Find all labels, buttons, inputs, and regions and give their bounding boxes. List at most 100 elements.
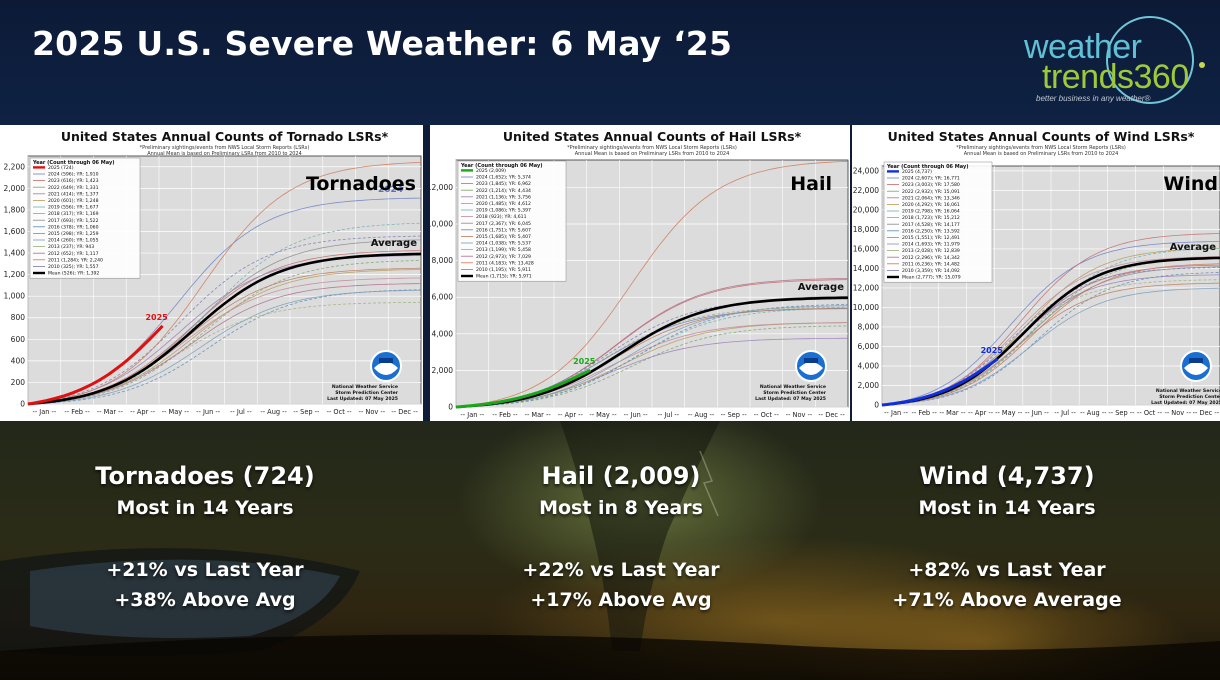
wind-legend-entry: 2017 (4,528); YR: 14,177 <box>902 222 960 228</box>
hail-legend-entry: 2020 (1,485); YR: 4,612 <box>476 201 531 207</box>
hail-legend-entry: 2024 (1,652); YR: 5,374 <box>476 175 531 181</box>
tornado-credit-line: Storm Prediction Center <box>335 390 399 396</box>
tornado-xtick-label: -- Sep -- <box>293 408 320 416</box>
tornado-credit-line: National Weather Service <box>332 384 398 390</box>
tornado-headline: Tornadoes (724) <box>95 462 315 490</box>
storm-scene-illustration <box>0 421 1220 680</box>
hail-xtick-label: -- Aug -- <box>688 411 715 419</box>
wind-legend-entry: 2013 (2,028); YR: 12,839 <box>902 248 960 254</box>
tornado-ytick-label: 2,000 <box>4 184 26 193</box>
wind-legend-entry: 2011 (6,236); YR: 14,482 <box>902 261 960 267</box>
logo-line-weather: weather <box>1024 28 1142 66</box>
wind-ytick-label: 8,000 <box>858 322 880 331</box>
hail-xtick-label: -- Jun -- <box>624 411 649 419</box>
wind-ytick-label: 20,000 <box>853 205 879 214</box>
wind-credit-line: Last Updated: 07 May 2025 <box>1151 400 1220 406</box>
tornado-xtick-label: -- Dec -- <box>391 408 418 416</box>
tornado-ytick-label: 1,800 <box>4 205 26 214</box>
wind-credit-line: Storm Prediction Center <box>1159 394 1220 400</box>
tornado-legend-title: Year (Count through 06 May) <box>32 160 115 166</box>
tornado-credit-line: Last Updated: 07 May 2025 <box>327 396 398 402</box>
tornado-legend-entry: 2017 (693); YR: 1,522 <box>48 218 99 224</box>
tornado-legend-entry: 2015 (298); YR: 1,259 <box>48 231 99 237</box>
tornado-xtick-label: -- Feb -- <box>64 408 90 416</box>
wind-legend-entry: 2016 (2,250); YR: 13,592 <box>902 228 960 234</box>
wind-legend-entry: 2025 (4,737) <box>902 169 932 175</box>
tornado-chart-title: United States Annual Counts of Tornado L… <box>61 129 389 144</box>
hail-legend-entry: 2012 (2,973); YR: 7,029 <box>476 254 531 260</box>
tornado-ytick-label: 1,200 <box>4 270 26 279</box>
hail-legend-entry: 2018 (923); YR: 4,611 <box>476 214 527 220</box>
tornado-ytick-label: 200 <box>11 378 26 387</box>
tornado-chart-subtitle-2: Annual Mean is based on Preliminary LSRs… <box>147 151 302 157</box>
hail-headline: Hail (2,009) <box>541 462 701 490</box>
wind-xtick-label: -- Nov -- <box>1164 409 1191 417</box>
hail-xtick-label: -- Jul -- <box>657 411 679 419</box>
hail-xtick-label: -- Apr -- <box>558 411 584 419</box>
hail-legend-entry: 2010 (1,195); YR: 5,911 <box>476 267 531 273</box>
hail-ytick-label: 6,000 <box>432 293 454 302</box>
hail-legend-entry: 2023 (1,845); YR: 6,962 <box>476 181 531 187</box>
tornado-legend-entry: 2025 (724) <box>48 165 74 171</box>
wind-ytick-label: 6,000 <box>858 342 880 351</box>
hail-credit-line: Storm Prediction Center <box>763 390 827 396</box>
tornado-legend-entry: 2024 (596); YR: 1,910 <box>48 172 99 178</box>
wind-chart-subtitle-2: Annual Mean is based on Preliminary LSRs… <box>964 151 1119 157</box>
wind-legend-entry: 2012 (2,296); YR: 14,342 <box>902 255 960 261</box>
hail-credit-line: National Weather Service <box>760 384 826 390</box>
wind-xtick-label: -- Apr -- <box>968 409 994 417</box>
tornado-ytick-label: 400 <box>11 356 26 365</box>
hail-vs-average: +17% Above Avg <box>530 589 712 611</box>
tornado-ytick-label: 1,400 <box>4 249 26 258</box>
tornado-panel-label: Tornadoes <box>306 173 416 195</box>
wind-legend-box <box>883 161 993 283</box>
wind-chart-title: United States Annual Counts of Wind LSRs… <box>888 129 1195 144</box>
wind-series-line <box>881 287 1220 406</box>
hail-xtick-label: -- Sep -- <box>721 411 748 419</box>
tornado-average-label: Average <box>371 238 418 249</box>
wind-xtick-label: -- Sep -- <box>1108 409 1135 417</box>
wind-ytick-label: 14,000 <box>853 264 879 273</box>
tornado-stat-block: Tornadoes (724) Most in 14 Years +21% vs… <box>25 461 385 615</box>
hail-legend-entry: 2025 (2,009) <box>476 168 506 174</box>
hail-chart-panel: United States Annual Counts of Hail LSRs… <box>430 125 850 421</box>
wind-legend-entry: 2010 (3,359); YR: 14,092 <box>902 268 960 274</box>
tornado-xtick-label: -- Nov -- <box>359 408 386 416</box>
wind-ytick-label: 4,000 <box>858 361 880 370</box>
hail-legend-title: Year (Count through 06 May) <box>460 163 543 169</box>
hail-noaa-bird-icon <box>799 362 823 375</box>
hail-legend-entry: 2016 (1,751); YR: 5,607 <box>476 227 531 233</box>
wind-ytick-label: 0 <box>874 401 879 410</box>
hail-panel-label: Hail <box>790 173 832 195</box>
tornado-legend-entry: 2016 (378); YR: 1,060 <box>48 224 99 230</box>
hail-ytick-label: 8,000 <box>432 256 454 265</box>
wind-vs-last-year: +82% vs Last Year <box>908 559 1106 581</box>
tornado-mean-line <box>27 252 422 406</box>
tornado-rank: Most in 14 Years <box>116 497 294 519</box>
hail-xtick-label: -- Feb -- <box>492 411 518 419</box>
wind-credit-line: National Weather Service <box>1156 388 1220 394</box>
hail-legend-entry: 2019 (1,086); YR: 5,397 <box>476 208 531 214</box>
tornado-xtick-label: -- Jul -- <box>230 408 252 416</box>
header-banner: 2025 U.S. Severe Weather: 6 May ‘25 weat… <box>0 0 1220 125</box>
wind-ytick-label: 12,000 <box>853 283 879 292</box>
wind-legend-entry: 2015 (1,551); YR: 12,491 <box>902 235 960 241</box>
hail-xtick-label: -- Mar -- <box>525 411 552 419</box>
hail-series-line <box>455 305 849 408</box>
hail-ytick-label: 12,000 <box>430 183 453 192</box>
wind-stat-block: Wind (4,737) Most in 14 Years +82% vs La… <box>827 461 1187 615</box>
wind-ytick-label: 10,000 <box>853 303 879 312</box>
wind-legend-entry: 2019 (2,798); YR: 16,064 <box>902 209 960 215</box>
weathertrends360-logo: weather trends360 better business in any… <box>1020 14 1210 114</box>
hail-legend-entry: 2011 (4,183); YR: 13,428 <box>476 260 534 266</box>
hail-chart-title: United States Annual Counts of Hail LSRs… <box>503 129 802 144</box>
wind-series-line <box>881 241 1220 406</box>
wind-current-year-line <box>881 357 999 407</box>
hail-current-year-line <box>455 368 591 409</box>
wind-legend-entry: 2022 (2,932); YR: 15,091 <box>902 189 960 195</box>
wind-ytick-label: 16,000 <box>853 244 879 253</box>
storm-background: Tornadoes (724) Most in 14 Years +21% vs… <box>0 421 1220 680</box>
wind-legend-title: Year (Count through 06 May) <box>886 164 969 170</box>
tornado-series-line <box>27 283 422 405</box>
wind-ytick-label: 22,000 <box>853 186 879 195</box>
